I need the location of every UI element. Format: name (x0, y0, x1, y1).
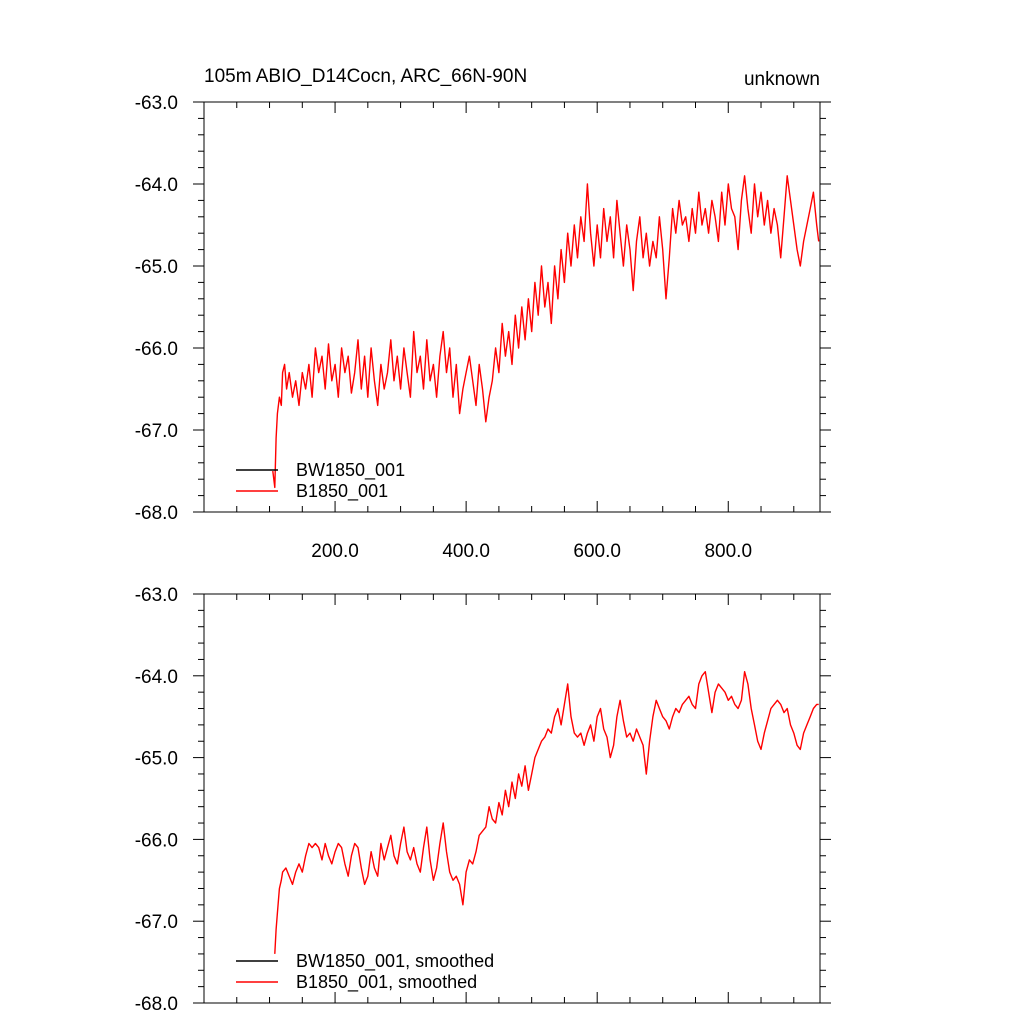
legend-label: B1850_001 (296, 481, 388, 502)
y-tick-label: -65.0 (135, 749, 178, 770)
y-tick-label: -64.0 (135, 667, 178, 688)
y-tick-label: -66.0 (135, 339, 178, 360)
x-tick-label: 400.0 (442, 541, 490, 562)
legend-label: BW1850_001 (296, 460, 405, 481)
y-tick-label: -65.0 (135, 257, 178, 278)
y-tick-label: -63.0 (135, 93, 178, 114)
y-tick-label: -68.0 (135, 503, 178, 524)
top-panel: 200.0 400.0 600.0 800.0 -68.0 -67.0 -66.0 -65.0… (135, 93, 831, 562)
plot-frame (203, 101, 821, 513)
legend-label: BW1850_001, smoothed (296, 951, 494, 972)
series-line (272, 175, 820, 489)
bottom-panel: -68.0 -67.0 -66.0 -65.0 -64.0 -63.0 BW1850_001… (135, 585, 831, 1015)
y-tick-label: -68.0 (135, 994, 178, 1015)
chart-title-left: 105m ABIO_D14Cocn, ARC_66N-90N (204, 66, 528, 87)
y-tick-label: -67.0 (135, 912, 178, 933)
y-tick-label: -67.0 (135, 421, 178, 442)
y-tick-label: -66.0 (135, 830, 178, 851)
plot-frame (203, 593, 821, 1004)
y-tick-label: -64.0 (135, 175, 178, 196)
y-tick-label: -63.0 (135, 585, 178, 606)
legend-label: B1850_001, smoothed (296, 972, 477, 993)
chart-title-right: unknown (743, 69, 820, 90)
x-tick-label: 600.0 (573, 541, 621, 562)
x-tick-label: 800.0 (704, 541, 752, 562)
x-tick-label: 200.0 (311, 541, 359, 562)
series-line (274, 671, 819, 954)
